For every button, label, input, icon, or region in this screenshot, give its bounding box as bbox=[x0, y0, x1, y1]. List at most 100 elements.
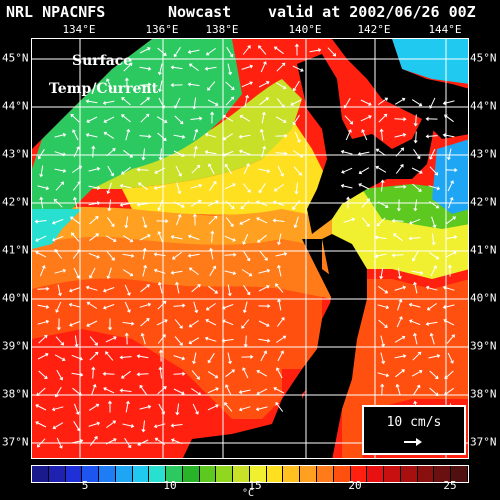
current-vector-head bbox=[112, 238, 117, 243]
current-vector-head bbox=[179, 325, 183, 329]
current-vector-head bbox=[121, 170, 125, 175]
current-vector-head bbox=[170, 234, 174, 240]
current-vector-head bbox=[249, 81, 253, 86]
land-north-coast bbox=[332, 39, 468, 139]
current-vector-head bbox=[75, 411, 80, 415]
current-vector-head bbox=[199, 116, 203, 121]
current-vector-head bbox=[357, 151, 361, 157]
current-vector bbox=[72, 183, 80, 191]
colorbar-swatch bbox=[65, 466, 83, 482]
current-vector bbox=[411, 304, 421, 308]
current-vector bbox=[258, 201, 268, 207]
current-vector-head bbox=[454, 167, 458, 173]
current-vector-head bbox=[41, 265, 46, 269]
current-vector-head bbox=[157, 231, 162, 235]
current-vector-head bbox=[391, 218, 395, 223]
current-vector bbox=[73, 403, 79, 413]
current-vector-head bbox=[170, 82, 174, 88]
current-vector bbox=[88, 252, 98, 258]
current-vector bbox=[428, 135, 438, 137]
current-vector-head bbox=[273, 387, 277, 391]
current-vector-head bbox=[248, 272, 253, 277]
colorbar-swatch bbox=[384, 466, 401, 482]
current-vector-head bbox=[399, 164, 404, 168]
current-vector bbox=[243, 250, 249, 260]
current-vector-head bbox=[126, 292, 131, 296]
current-vector bbox=[278, 267, 282, 277]
current-vector-head bbox=[128, 62, 133, 67]
current-vector bbox=[380, 335, 384, 345]
current-vector-head bbox=[434, 392, 439, 396]
current-vector-head bbox=[294, 191, 299, 195]
current-vector bbox=[207, 371, 217, 377]
current-vector bbox=[415, 131, 417, 141]
current-vector bbox=[123, 115, 131, 123]
current-vector-head bbox=[292, 87, 297, 92]
current-vector bbox=[381, 131, 383, 141]
current-vector bbox=[73, 148, 79, 158]
current-vector bbox=[108, 267, 112, 277]
current-vector bbox=[411, 237, 421, 239]
lat-label: 39°N bbox=[470, 339, 497, 353]
current-vector-head bbox=[187, 253, 191, 258]
current-vector-head bbox=[62, 132, 67, 138]
lon-label: 134°E bbox=[62, 23, 96, 36]
current-vector bbox=[139, 406, 149, 410]
current-vector-head bbox=[59, 376, 64, 381]
current-vector-head bbox=[449, 360, 454, 364]
current-vector bbox=[241, 116, 251, 122]
current-vector-head bbox=[374, 235, 378, 240]
current-vector bbox=[412, 183, 420, 191]
current-vector-head bbox=[385, 373, 390, 378]
current-vector bbox=[73, 267, 79, 277]
current-vector-head bbox=[96, 254, 100, 259]
current-vector-head bbox=[146, 97, 150, 101]
current-vector bbox=[107, 165, 113, 175]
colorbar-swatch bbox=[434, 466, 452, 482]
current-vector bbox=[173, 388, 183, 394]
current-vector-head bbox=[119, 202, 123, 207]
current-vector bbox=[92, 369, 94, 379]
current-vector bbox=[327, 47, 335, 55]
current-vector bbox=[394, 99, 404, 105]
current-vector bbox=[276, 285, 284, 293]
current-vector-head bbox=[173, 53, 178, 58]
current-vector bbox=[207, 99, 217, 105]
current-vector-head bbox=[125, 400, 130, 404]
current-vector bbox=[37, 354, 47, 360]
current-vector bbox=[88, 320, 98, 326]
current-vector bbox=[429, 302, 437, 310]
current-vector-head bbox=[417, 351, 422, 356]
current-vector-head bbox=[174, 281, 180, 285]
current-vector-head bbox=[124, 332, 129, 336]
current-vector-head bbox=[52, 220, 56, 225]
current-vector bbox=[192, 403, 198, 413]
current-vector bbox=[414, 284, 418, 294]
current-vector bbox=[190, 185, 200, 189]
land-asia-northwest bbox=[32, 39, 152, 149]
current-vector-head bbox=[62, 152, 67, 157]
colorbar-swatch bbox=[115, 466, 133, 482]
current-vector-head bbox=[62, 268, 67, 273]
current-vector bbox=[123, 64, 131, 72]
current-vector-head bbox=[146, 284, 150, 288]
current-vector-head bbox=[264, 257, 268, 261]
current-vector-head bbox=[96, 166, 101, 172]
current-vector-head bbox=[139, 384, 144, 389]
current-vector bbox=[429, 370, 437, 378]
current-vector-head bbox=[262, 61, 267, 65]
current-vector-head bbox=[121, 97, 125, 101]
current-vector bbox=[258, 320, 268, 326]
current-vector bbox=[173, 424, 183, 426]
current-vector-head bbox=[39, 196, 44, 200]
current-vector-head bbox=[281, 62, 286, 67]
current-vector bbox=[293, 150, 301, 156]
current-vector-head bbox=[368, 115, 372, 120]
current-vector bbox=[37, 321, 47, 325]
current-vector bbox=[71, 304, 81, 308]
current-vector bbox=[124, 301, 130, 311]
current-vector bbox=[277, 369, 283, 379]
current-vector bbox=[173, 355, 183, 359]
temp-band-cyan bbox=[32, 209, 82, 249]
current-vector bbox=[190, 201, 200, 207]
